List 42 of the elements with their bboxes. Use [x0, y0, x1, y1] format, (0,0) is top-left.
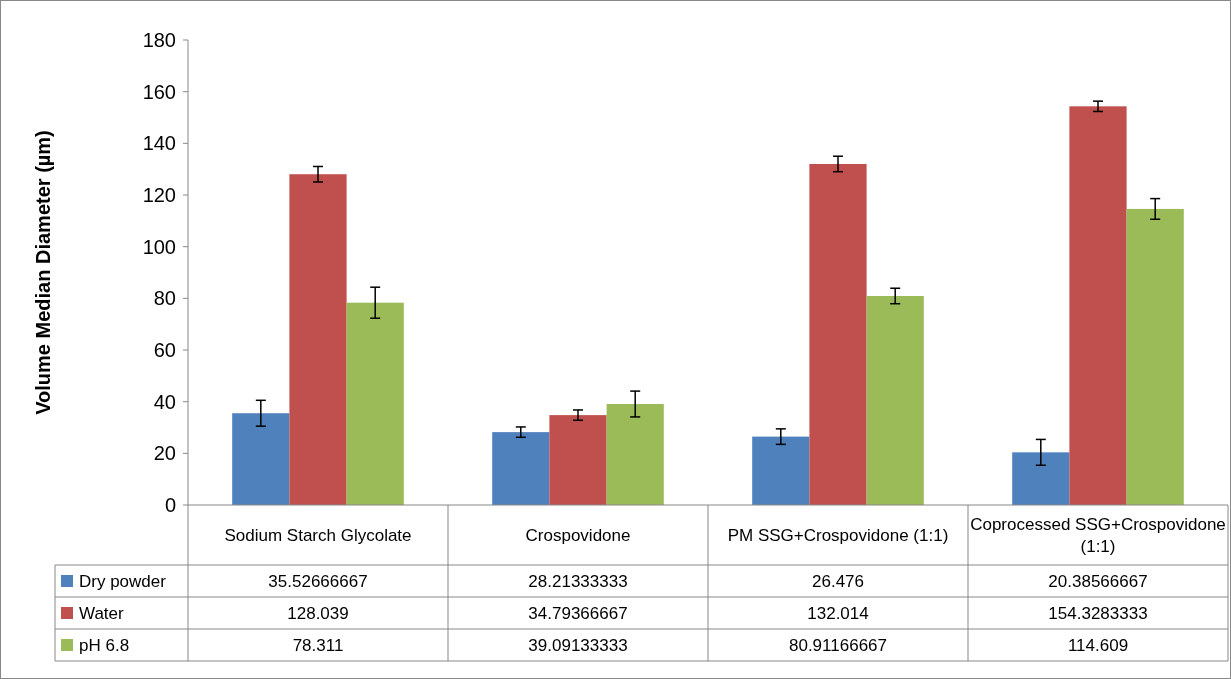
bar: [1012, 452, 1070, 505]
bar: [809, 163, 867, 505]
bar: [866, 295, 924, 505]
y-axis-title: Volume Median Diameter (µm): [32, 130, 54, 415]
y-tick-label: 0: [164, 494, 176, 516]
data-label: 20.38566667: [1048, 571, 1148, 591]
bar: [606, 404, 664, 505]
bar: [1126, 208, 1184, 505]
y-tick-label: 40: [153, 390, 176, 413]
x-tick-label: Sodium Starch Glycolate: [224, 525, 412, 545]
legend-label: pH 6.8: [79, 635, 130, 655]
bar: [289, 174, 347, 505]
bar: [1069, 106, 1127, 505]
y-tick-label: 100: [142, 235, 176, 258]
y-tick-label: 80: [153, 287, 176, 310]
data-label: 114.609: [1067, 635, 1129, 655]
bar: [232, 413, 290, 505]
x-tick-label: Crospovidone: [525, 525, 631, 545]
data-label: 26.476: [812, 571, 864, 591]
data-label: 34.79366667: [528, 603, 628, 623]
bar: [346, 302, 404, 505]
y-tick-label: 60: [153, 339, 176, 361]
data-label: 78.311: [292, 635, 344, 655]
data-label: 80.91166667: [788, 635, 888, 655]
bar: [492, 432, 550, 505]
bar: [752, 436, 810, 505]
data-label: 39.09133333: [528, 635, 628, 655]
data-label: 132.014: [807, 603, 869, 623]
bar: [549, 415, 607, 505]
data-label: 35.52666667: [268, 571, 368, 591]
y-tick-label: 140: [142, 132, 176, 155]
data-label: 28.21333333: [528, 571, 628, 591]
x-tick-label: Coprocessed SSG+Crospovidone (1:1): [970, 514, 1226, 556]
y-tick-label: 120: [142, 184, 176, 206]
y-tick-label: 20: [153, 442, 176, 465]
legend-label: Dry powder: [79, 571, 167, 591]
y-tick-label: 180: [142, 29, 176, 51]
x-tick-label: PM SSG+Crospovidone (1:1): [727, 525, 949, 545]
data-label: 154.3283333: [1048, 603, 1148, 623]
y-tick-label: 160: [142, 80, 176, 103]
data-label: 128.039: [287, 603, 349, 623]
legend-label: Water: [79, 603, 125, 623]
